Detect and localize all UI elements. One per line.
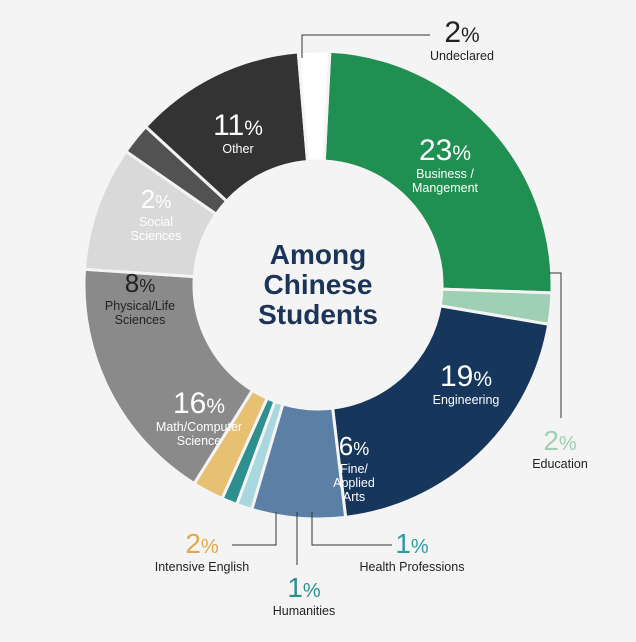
category-label-math-computer-science: Math/Computer [156,420,242,434]
leader-line-education [549,272,562,418]
chart-title-line-2: Chinese [264,269,373,300]
category-label-physical-life-sciences: Physical/Life [105,299,175,313]
category-label-other: Other [222,142,253,156]
chart-title: Among Chinese Students [258,239,378,330]
value-label-other: 11% [213,109,263,142]
category-label-fine-applied-arts: Applied [333,476,375,490]
value-label-physical-life-sciences: 8% [125,268,155,298]
chart-title-line-1: Among [270,239,366,270]
value-label-math-computer-science: 16% [173,387,225,420]
category-label-humanities: Humanities [273,604,336,618]
category-label-fine-applied-arts: Fine/ [340,462,368,476]
value-label-humanities: 1% [287,572,321,603]
chart-title-line-3: Students [258,299,378,330]
chart-labels: 23%Business /Mangement2%Education19%Engi… [105,16,588,618]
donut-hole [194,161,442,409]
category-label-math-computer-science: Science [177,434,222,448]
leader-line-intensive-english [232,512,277,546]
leader-line-health-professions [311,512,392,546]
value-label-undeclared: 2% [444,16,479,49]
category-label-fine-applied-arts: Arts [343,490,365,504]
leader-line-undeclared [301,34,430,58]
value-label-business-mangement: 23% [419,134,471,167]
category-label-engineering: Engineering [433,393,500,407]
value-label-education: 2% [543,425,577,456]
category-label-intensive-english: Intensive English [155,560,250,574]
category-label-business-mangement: Mangement [412,181,479,195]
value-label-social-sciences: 2% [141,184,171,214]
value-label-health-professions: 1% [395,528,429,559]
category-label-physical-life-sciences: Sciences [115,313,166,327]
value-label-engineering: 19% [440,360,492,393]
value-label-fine-applied-arts: 6% [339,431,369,461]
category-label-education: Education [532,457,588,471]
value-label-intensive-english: 2% [185,528,219,559]
callout-leader-lines [232,34,562,565]
slice-engineering [330,304,551,520]
category-label-social-sciences: Sciences [131,229,182,243]
category-label-undeclared: Undeclared [430,49,494,63]
category-label-business-mangement: Business / [416,167,474,181]
category-label-social-sciences: Social [139,215,173,229]
category-label-health-professions: Health Professions [360,560,465,574]
